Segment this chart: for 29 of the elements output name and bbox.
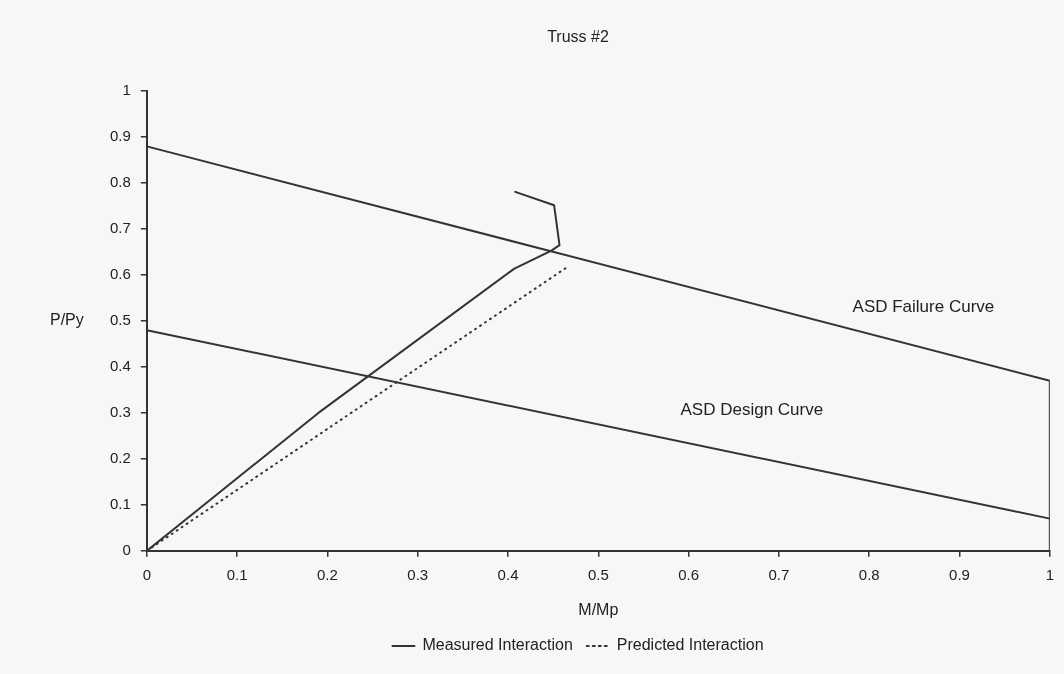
x-axis-title: M/Mp (578, 600, 619, 618)
x-tick-label: 0.3 (407, 565, 429, 583)
chart-title: Truss #2 (547, 28, 609, 46)
y-tick-label: 0.7 (109, 219, 131, 237)
x-tick-label: 0.8 (858, 565, 880, 583)
y-tick-label: 0.4 (109, 357, 131, 375)
y-tick-label: 0.6 (109, 265, 131, 283)
x-tick-label: 0.2 (317, 565, 338, 583)
x-tick-label: 0.7 (768, 565, 790, 583)
x-tick-label: 1 (1045, 565, 1054, 583)
y-tick-label: 1 (122, 81, 131, 99)
y-axis-title: P/Py (50, 311, 84, 329)
legend-label: Predicted Interaction (616, 636, 764, 654)
y-tick-label: 0.3 (109, 403, 131, 421)
x-tick-label: 0.9 (949, 565, 970, 583)
x-tick-label: 0.6 (678, 565, 700, 583)
y-tick-label: 0.1 (109, 494, 131, 512)
y-tick-label: 0.8 (109, 173, 131, 191)
annotation: ASD Failure Curve (852, 296, 995, 316)
x-tick-label: 0.4 (497, 565, 519, 583)
y-tick-label: 0.9 (109, 127, 131, 145)
y-tick-label: 0 (122, 540, 131, 558)
annotation: ASD Design Curve (680, 400, 824, 420)
y-tick-label: 0.5 (109, 311, 131, 329)
x-tick-label: 0.5 (587, 565, 609, 583)
legend-label: Measured Interaction (422, 636, 573, 654)
x-tick-label: 0.1 (226, 565, 248, 583)
x-tick-label: 0 (142, 565, 152, 583)
y-tick-label: 0.2 (109, 449, 131, 467)
